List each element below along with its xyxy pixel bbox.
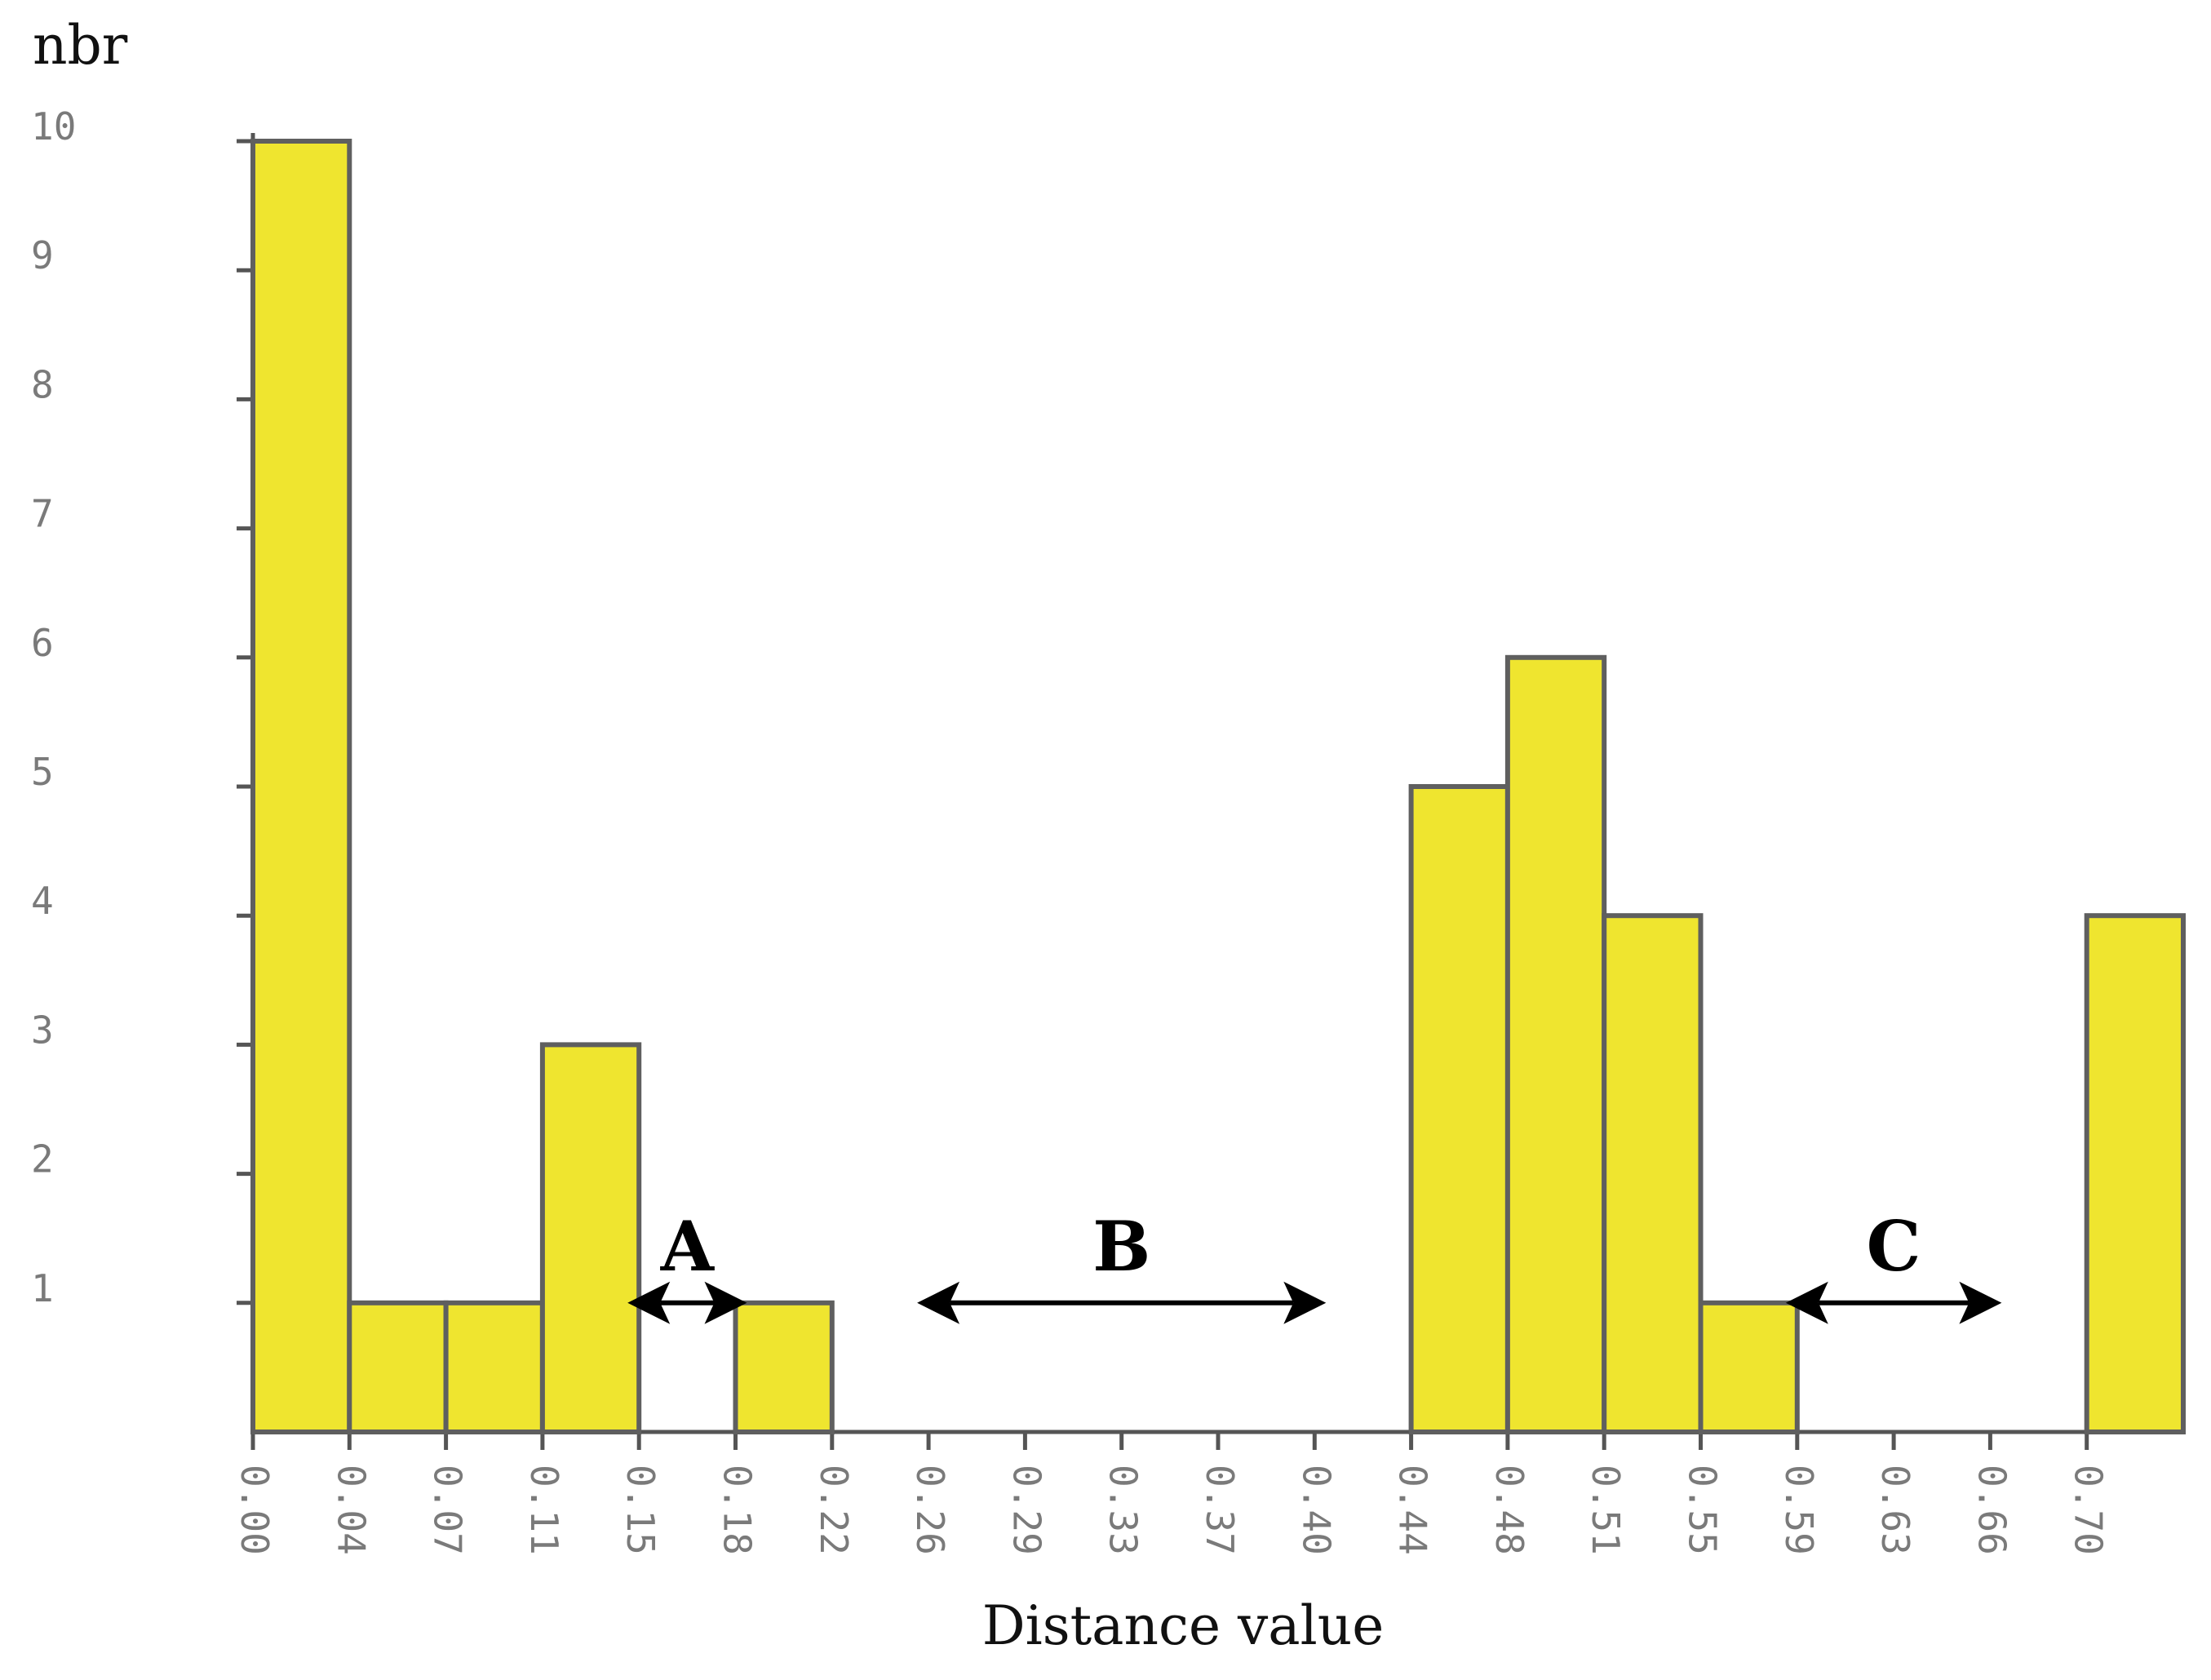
histogram-bar xyxy=(1698,1300,1800,1435)
x-axis-title: Distance value xyxy=(982,1594,1385,1657)
x-tick-label: 0.48 xyxy=(1487,1465,1531,1555)
x-tick-label: 0.66 xyxy=(1970,1465,2014,1555)
x-axis: 0.00 0.04 0.07 0.11 0.15 0.18 0.22 0.26 0.29 0.33… xyxy=(233,1430,2183,1555)
x-tick-label: 0.51 xyxy=(1584,1465,1628,1555)
histogram-bar xyxy=(1408,784,1510,1434)
y-tick-label: 10 xyxy=(31,104,76,148)
y-tick-label: 3 xyxy=(31,1008,54,1052)
x-tick-label: 0.59 xyxy=(1777,1465,1821,1555)
x-tick-label: 0.44 xyxy=(1391,1465,1435,1555)
y-tick-label: 8 xyxy=(31,362,54,406)
x-tick-label: 0.11 xyxy=(522,1465,566,1555)
x-tick-label: 0.26 xyxy=(908,1465,952,1555)
y-tick-label: 6 xyxy=(31,621,54,665)
x-tick-label: 0.33 xyxy=(1101,1465,1145,1555)
x-tick-label: 0.18 xyxy=(716,1465,760,1555)
arrowhead-right-icon xyxy=(704,1281,747,1324)
arrowhead-left-icon xyxy=(917,1281,960,1324)
x-tick-label: 0.70 xyxy=(2067,1465,2111,1555)
histogram-bar xyxy=(347,1300,449,1435)
x-tick-label: 0.40 xyxy=(1294,1465,1338,1555)
region-label: A xyxy=(660,1206,716,1287)
region-c-annotation: C xyxy=(1785,1206,2002,1324)
region-label: B xyxy=(1092,1206,1150,1287)
x-tick-label: 0.37 xyxy=(1198,1465,1242,1555)
histogram-bar xyxy=(539,1042,642,1435)
x-tick-label: 0.07 xyxy=(426,1465,470,1555)
x-tick-label: 0.00 xyxy=(233,1465,277,1555)
y-tick-label: 4 xyxy=(31,879,54,923)
histogram-bar xyxy=(733,1300,835,1435)
x-tick-label: 0.15 xyxy=(618,1465,662,1555)
y-tick-label: 9 xyxy=(31,233,54,277)
region-b-annotation: B xyxy=(917,1206,1327,1324)
histogram-bar xyxy=(1504,654,1607,1434)
y-tick-label: 7 xyxy=(31,492,54,536)
arrowhead-left-icon xyxy=(1785,1281,1828,1324)
bars xyxy=(250,139,2186,1435)
y-axis: 1 2 3 4 5 6 7 8 9 10 xyxy=(31,104,255,1448)
y-axis-title: nbr xyxy=(33,14,128,77)
y-tick-label: 5 xyxy=(31,750,54,794)
histogram-bar xyxy=(1602,913,1704,1434)
y-tick-label: 1 xyxy=(31,1266,54,1310)
region-annotations: A B C xyxy=(627,1206,2002,1324)
x-tick-label: 0.55 xyxy=(1681,1465,1725,1555)
x-tick-label: 0.63 xyxy=(1873,1465,1917,1555)
histogram-bar xyxy=(443,1300,545,1435)
x-tick-label: 0.04 xyxy=(329,1465,373,1555)
x-tick-label: 0.29 xyxy=(1004,1465,1048,1555)
histogram-bar xyxy=(2084,913,2186,1434)
arrowhead-left-icon xyxy=(627,1281,671,1324)
arrowhead-right-icon xyxy=(1959,1281,2002,1324)
arrowhead-right-icon xyxy=(1283,1281,1327,1324)
region-a-annotation: A xyxy=(627,1206,747,1324)
region-label: C xyxy=(1867,1206,1921,1287)
y-tick-label: 2 xyxy=(31,1137,54,1181)
x-tick-label: 0.22 xyxy=(812,1465,856,1555)
histogram-bar xyxy=(250,139,352,1434)
